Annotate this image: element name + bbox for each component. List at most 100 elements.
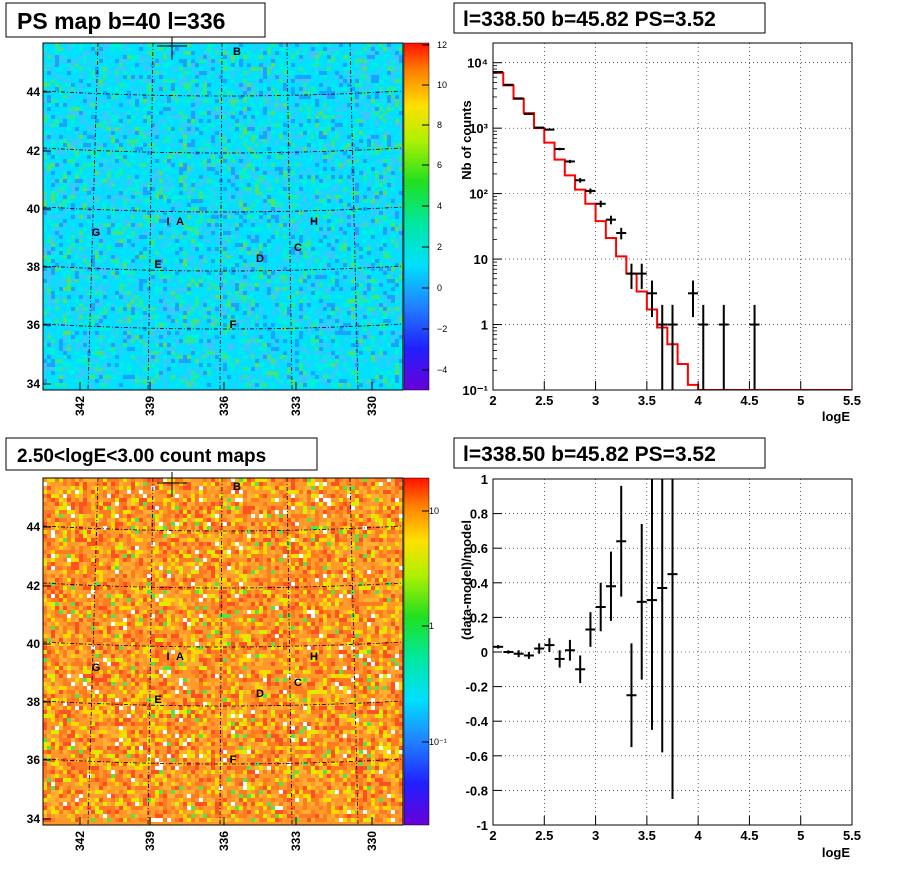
map-cell (399, 335, 403, 339)
map-cell (95, 123, 99, 127)
map-cell (187, 267, 191, 271)
map-cell (111, 207, 115, 211)
map-cell (95, 171, 99, 175)
map-cell (59, 486, 63, 490)
map-cell (95, 291, 99, 295)
map-cell (43, 135, 47, 139)
map-cell (307, 490, 311, 494)
map-cell (223, 363, 227, 367)
map-cell (311, 522, 315, 526)
map-cell (203, 343, 207, 347)
map-cell (127, 127, 131, 131)
map-cell (399, 59, 403, 63)
map-cell (55, 179, 59, 183)
map-cell (55, 498, 59, 502)
map-cell (111, 522, 115, 526)
map-cell (275, 91, 279, 95)
map-cell (351, 211, 355, 215)
map-cell (199, 219, 203, 223)
map-cell (71, 307, 75, 311)
map-cell (207, 239, 211, 243)
map-cell (247, 347, 251, 351)
map-cell (103, 179, 107, 183)
map-cell (207, 347, 211, 351)
map-cell (103, 43, 107, 47)
map-cell (111, 223, 115, 227)
map-cell (283, 359, 287, 363)
map-cell (211, 59, 215, 63)
map-cell (395, 55, 399, 59)
map-cell (203, 510, 207, 514)
map-cell (111, 47, 115, 51)
map-cell (235, 303, 239, 307)
map-cell (71, 522, 75, 526)
map-cell (379, 518, 383, 522)
colorbar-tick-label: 6 (437, 160, 442, 170)
map-cell (111, 526, 115, 530)
map-cell (311, 514, 315, 518)
map-cell (247, 510, 251, 514)
map-cell (71, 215, 75, 219)
map-cell (47, 518, 51, 522)
map-cell (319, 243, 323, 247)
map-cell (143, 131, 147, 135)
spectrum-data-point (636, 263, 647, 289)
map-cell (315, 131, 319, 135)
map-cell (259, 323, 263, 327)
map-cell (211, 195, 215, 199)
map-cell (63, 95, 67, 99)
map-cell (335, 323, 339, 327)
map-cell (47, 247, 51, 251)
map-cell (159, 111, 163, 115)
map-cell (51, 510, 55, 514)
map-cell (159, 371, 163, 375)
map-cell (343, 95, 347, 99)
map-cell (199, 215, 203, 219)
map-cell (387, 43, 391, 47)
map-cell (283, 67, 287, 71)
map-cell (103, 115, 107, 119)
map-cell (255, 43, 259, 47)
map-cell (399, 343, 403, 347)
map-cell (271, 359, 275, 363)
map-cell (263, 486, 267, 490)
map-cell (163, 247, 167, 251)
map-cell (299, 175, 303, 179)
map-cell (131, 486, 135, 490)
map-cell (187, 235, 191, 239)
map-cell (187, 482, 191, 486)
map-cell (211, 223, 215, 227)
map-cell (335, 195, 339, 199)
map-cell (323, 478, 327, 482)
map-cell (147, 43, 151, 47)
map-cell (223, 502, 227, 506)
map-cell (211, 295, 215, 299)
map-cell (255, 379, 259, 383)
map-cell (319, 183, 323, 187)
map-cell (167, 319, 171, 323)
map-cell (267, 251, 271, 255)
map-cell (139, 323, 143, 327)
map-cell (155, 339, 159, 343)
map-cell (315, 207, 319, 211)
map-cell (359, 195, 363, 199)
map-cell (359, 267, 363, 271)
map-cell (267, 275, 271, 279)
map-cell (119, 67, 123, 71)
map-cell (351, 502, 355, 506)
map-cell (255, 67, 259, 71)
map-cell (183, 287, 187, 291)
map-cell (51, 363, 55, 367)
map-cell (143, 498, 147, 502)
map-cell (375, 223, 379, 227)
map-cell (243, 131, 247, 135)
map-cell (275, 123, 279, 127)
map-cell (323, 135, 327, 139)
map-cell (263, 171, 267, 175)
map-cell (355, 371, 359, 375)
map-cell (259, 123, 263, 127)
map-cell (319, 71, 323, 75)
map-cell (291, 235, 295, 239)
map-cell (75, 155, 79, 159)
